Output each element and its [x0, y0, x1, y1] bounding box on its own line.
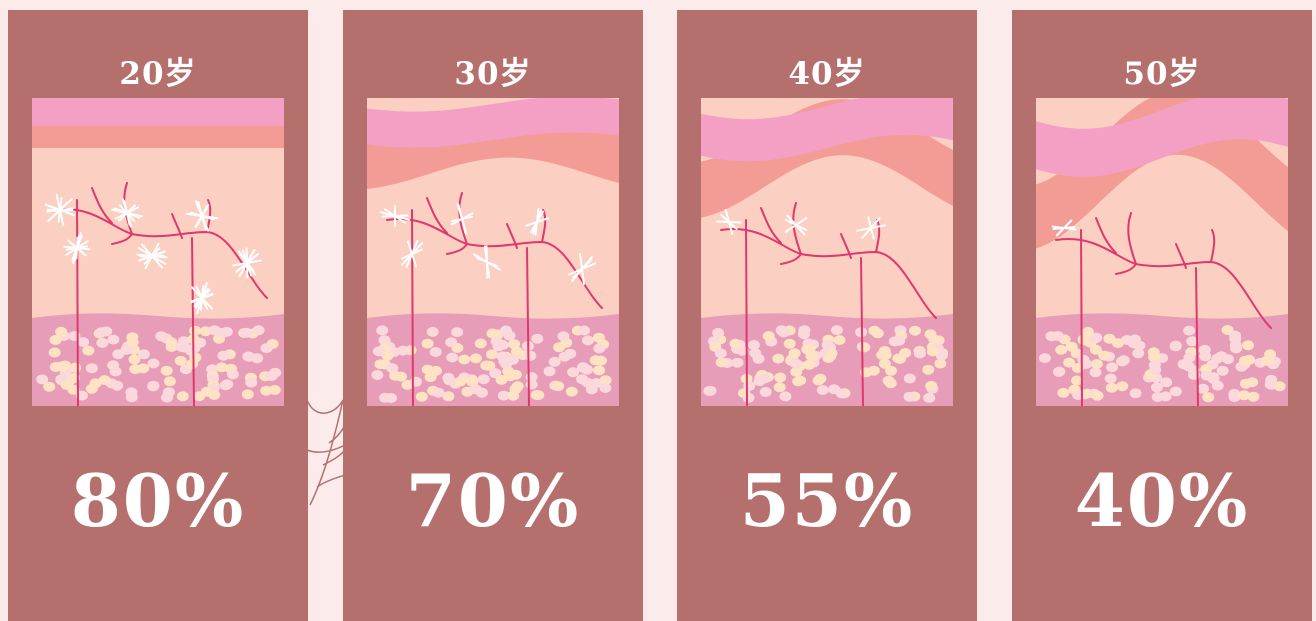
collagen-percentage: 40%: [1012, 458, 1312, 543]
skin-cross-section: [701, 98, 953, 406]
age-label: 50岁: [1012, 48, 1312, 93]
stage-panel-50: 50岁 40%: [1012, 10, 1312, 621]
age-label: 30岁: [343, 48, 643, 93]
collagen-percentage: 55%: [677, 458, 977, 543]
collagen-percentage: 80%: [8, 458, 308, 543]
stage-panel-30: 30岁 70%: [343, 10, 643, 621]
skin-cross-section: [1036, 98, 1288, 406]
stage-panel-20: 20岁 80%: [8, 10, 308, 621]
age-label: 40岁: [677, 48, 977, 93]
collagen-percentage: 70%: [343, 458, 643, 543]
skin-cross-section: [32, 98, 284, 406]
skin-cross-section: [367, 98, 619, 406]
age-label: 20岁: [8, 48, 308, 93]
stage-panel-40: 40岁 55%: [677, 10, 977, 621]
